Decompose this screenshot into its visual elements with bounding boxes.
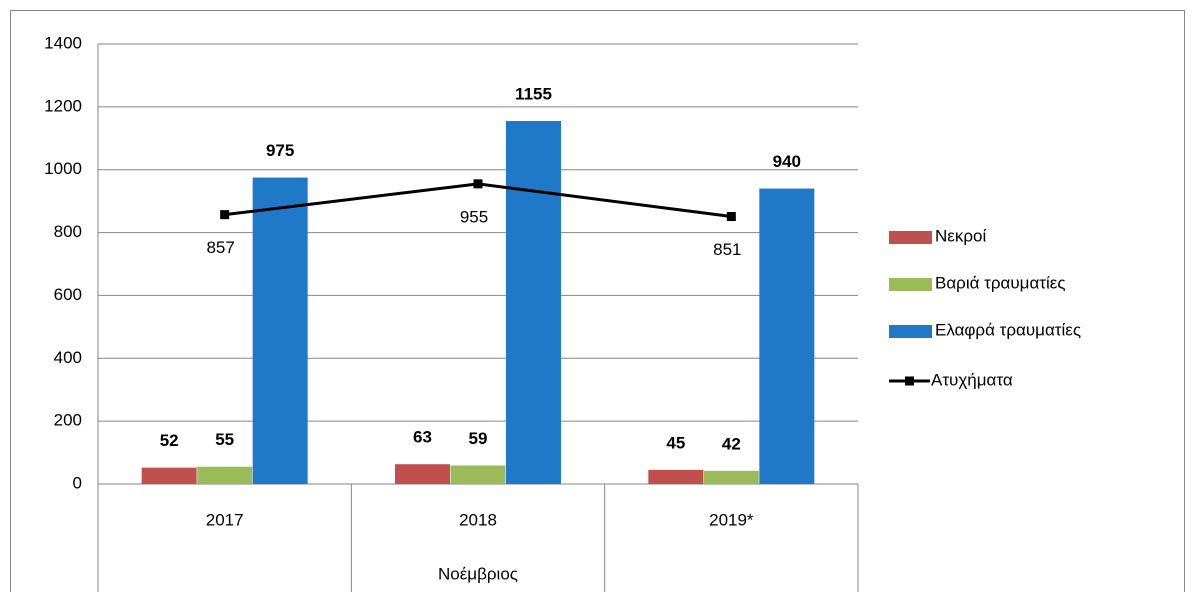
y-tick-label: 600 <box>54 285 82 304</box>
y-tick-label: 200 <box>54 411 82 430</box>
data-label: 45 <box>666 433 685 452</box>
line-marker <box>220 210 230 220</box>
bar <box>506 121 561 484</box>
legend-label: Βαριά τραυματίες <box>935 273 1066 292</box>
bar <box>141 467 197 484</box>
legend-marker <box>905 376 914 386</box>
bar <box>395 464 450 484</box>
bar <box>252 177 308 485</box>
data-label: 975 <box>266 141 294 160</box>
y-tick-label: 1000 <box>44 159 82 178</box>
data-label: 955 <box>460 207 488 226</box>
data-label: 59 <box>469 429 488 448</box>
line-marker <box>473 179 483 189</box>
bar <box>759 188 815 485</box>
bar <box>450 465 506 484</box>
legend-label: Νεκροί <box>935 226 986 245</box>
bar <box>703 470 759 484</box>
y-tick-label: 800 <box>54 222 82 241</box>
legend-label: Ελαφρά τραυματίες <box>935 320 1081 339</box>
data-label: 940 <box>773 152 801 171</box>
y-tick-label: 1400 <box>44 33 82 52</box>
chart-border <box>10 10 1185 592</box>
x-tick-label: 2017 <box>206 510 244 529</box>
x-tick-label: 2018 <box>459 510 497 529</box>
y-tick-label: 400 <box>54 348 82 367</box>
legend-swatch <box>889 278 932 291</box>
legend-swatch <box>889 231 932 244</box>
data-label: 851 <box>713 240 741 259</box>
line-marker <box>726 212 736 222</box>
x-tick-label: 2019* <box>709 510 754 529</box>
data-label: 63 <box>413 428 432 447</box>
data-label: 42 <box>722 434 741 453</box>
data-label: 857 <box>206 238 234 257</box>
data-label: 1155 <box>515 84 552 103</box>
bar <box>197 466 253 484</box>
data-label: 55 <box>215 430 234 449</box>
legend-label: Ατυχήματα <box>931 370 1013 389</box>
bar <box>648 469 704 484</box>
y-tick-label: 0 <box>73 473 82 492</box>
group-label: Νοέμβριος <box>438 564 518 583</box>
y-tick-label: 1200 <box>44 96 82 115</box>
legend-swatch <box>889 325 932 338</box>
data-label: 52 <box>160 431 179 450</box>
